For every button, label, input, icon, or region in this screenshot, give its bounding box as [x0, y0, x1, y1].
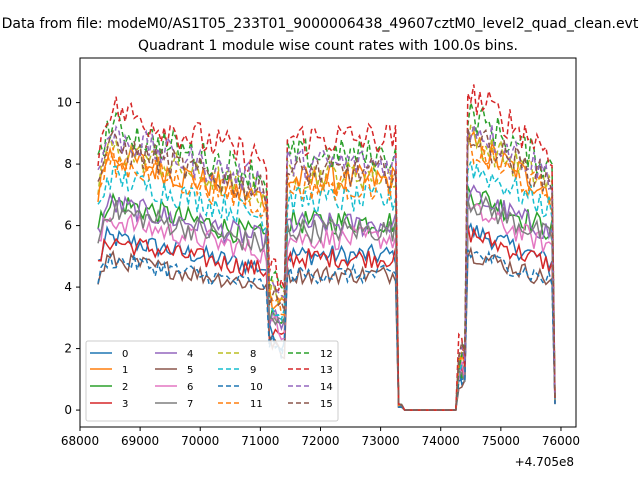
legend-label-6: 6: [187, 382, 193, 393]
series-line-8: [97, 122, 556, 411]
legend-label-4: 4: [187, 349, 193, 360]
series-line-11: [97, 134, 556, 411]
plot-area: 68000 69000 70000 71000 72000 73000 74000 75000…: [57, 57, 580, 469]
legend-frame: [85, 340, 339, 422]
legend-label-12: 12: [320, 349, 333, 360]
legend-label-14: 14: [320, 382, 333, 393]
x-tick-label: 75000: [482, 434, 520, 448]
legend-label-3: 3: [122, 399, 128, 410]
series-line-13: [97, 84, 556, 411]
x-tick-label: 70000: [181, 434, 219, 448]
legend-label-15: 15: [320, 399, 333, 410]
legend-label-11: 11: [250, 399, 263, 410]
axes-frame: [79, 57, 577, 428]
legend-label-13: 13: [320, 365, 333, 376]
series-line-5: [97, 245, 556, 411]
legend-label-5: 5: [187, 365, 193, 376]
x-axis-offset-label: +4.705e8: [515, 455, 574, 469]
legend-label-10: 10: [250, 382, 263, 393]
y-tick-label: 10: [57, 96, 72, 110]
x-tick-label: 76000: [542, 434, 580, 448]
series-line-6: [97, 202, 556, 411]
series-line-7: [97, 195, 556, 411]
x-tick-label: 68000: [61, 434, 99, 448]
y-tick-label: 2: [64, 342, 72, 356]
series-layer: [97, 84, 556, 411]
x-tick-label: 72000: [301, 434, 339, 448]
legend-label-9: 9: [250, 365, 256, 376]
y-tick-label: 0: [64, 403, 72, 417]
series-line-15: [97, 127, 556, 411]
legend-label-8: 8: [250, 349, 256, 360]
x-tick-label: 71000: [241, 434, 279, 448]
x-tick-label: 74000: [422, 434, 460, 448]
series-line-0: [97, 222, 556, 411]
series-line-3: [97, 224, 556, 411]
y-axis: 0 2 4 6 8 10: [57, 96, 80, 417]
y-tick-label: 8: [64, 157, 72, 171]
legend-label-0: 0: [122, 349, 128, 360]
y-tick-label: 6: [64, 219, 72, 233]
series-line-9: [97, 161, 556, 411]
legend-label-7: 7: [187, 399, 193, 410]
chart-title: Quadrant 1 module wise count rates with …: [138, 38, 518, 54]
chart-suptitle: Data from file: modeM0/AS1T05_233T01_900…: [2, 16, 639, 32]
legend-label-1: 1: [122, 365, 128, 376]
x-tick-label: 69000: [121, 434, 159, 448]
series-line-14: [97, 124, 556, 411]
x-tick-label: 73000: [362, 434, 400, 448]
legend-label-2: 2: [122, 382, 128, 393]
x-axis: 68000 69000 70000 71000 72000 73000 74000 75000…: [61, 427, 580, 448]
y-tick-label: 4: [64, 280, 72, 294]
